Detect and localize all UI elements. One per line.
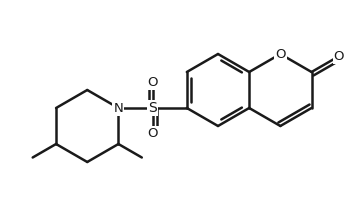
Text: O: O — [334, 50, 344, 63]
Text: S: S — [148, 101, 157, 115]
Text: N: N — [113, 102, 123, 114]
Text: O: O — [147, 76, 158, 89]
Text: O: O — [275, 47, 286, 60]
Text: O: O — [147, 127, 158, 140]
